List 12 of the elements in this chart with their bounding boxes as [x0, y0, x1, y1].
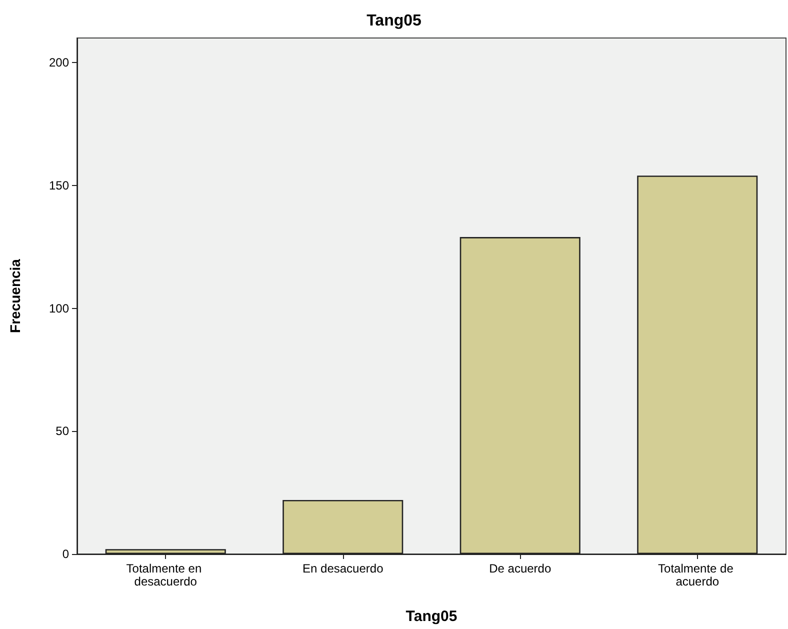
y-tick-label: 50	[56, 424, 70, 438]
x-axis-title: Tang05	[406, 608, 458, 625]
x-tick-label: Totalmente en desacuerdo	[126, 562, 205, 588]
y-axis-title: Frecuencia	[7, 258, 23, 333]
x-tick-label: En desacuerdo	[302, 562, 384, 576]
x-tick-label: Totalmente de acuerdo	[658, 562, 737, 588]
y-tick-label: 200	[48, 56, 70, 70]
x-tick-label: De acuerdo	[489, 562, 552, 576]
y-tick-label: 150	[48, 178, 70, 192]
y-tick-label: 0	[62, 547, 70, 561]
y-tick-label: 100	[48, 301, 70, 316]
chart-title: Tang05	[366, 12, 422, 30]
